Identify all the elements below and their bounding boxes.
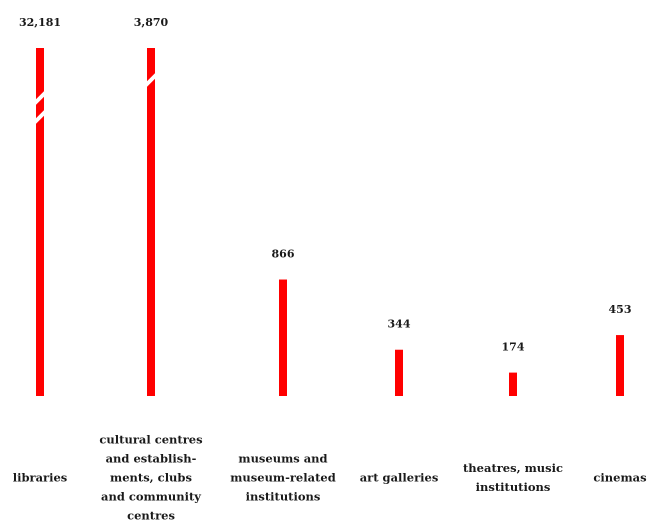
value-label-2: 866: [272, 248, 295, 261]
category-label-3: art galleries: [359, 470, 439, 485]
category-label-5: cinemas: [593, 470, 647, 485]
bar-0: [36, 48, 44, 396]
category-label-2: museums and museum-related institutions: [230, 451, 336, 504]
axis-break-2: [141, 70, 161, 90]
bars-group: [36, 48, 624, 396]
value-label-1: 3,870: [134, 16, 169, 29]
value-label-0: 32,181: [19, 16, 61, 29]
value-label-4: 174: [502, 341, 525, 354]
value-label-5: 453: [609, 303, 632, 316]
value-labels-group: 32,181 3,870 866 344 174 453: [19, 16, 632, 354]
axis-break-0: [30, 88, 50, 108]
bar-1: [147, 48, 155, 396]
category-label-4: theatres, music institutions: [463, 461, 563, 494]
value-label-3: 344: [388, 318, 411, 331]
category-label-0: libraries: [12, 470, 68, 485]
axis-breaks-group: [30, 70, 161, 127]
bar-3: [395, 349, 403, 396]
bar-5: [616, 335, 624, 396]
category-label-1: cultural centres and establish- ments, c…: [99, 432, 203, 523]
bar-4: [509, 372, 517, 396]
bar-2: [279, 279, 287, 396]
axis-break-1: [30, 107, 50, 127]
